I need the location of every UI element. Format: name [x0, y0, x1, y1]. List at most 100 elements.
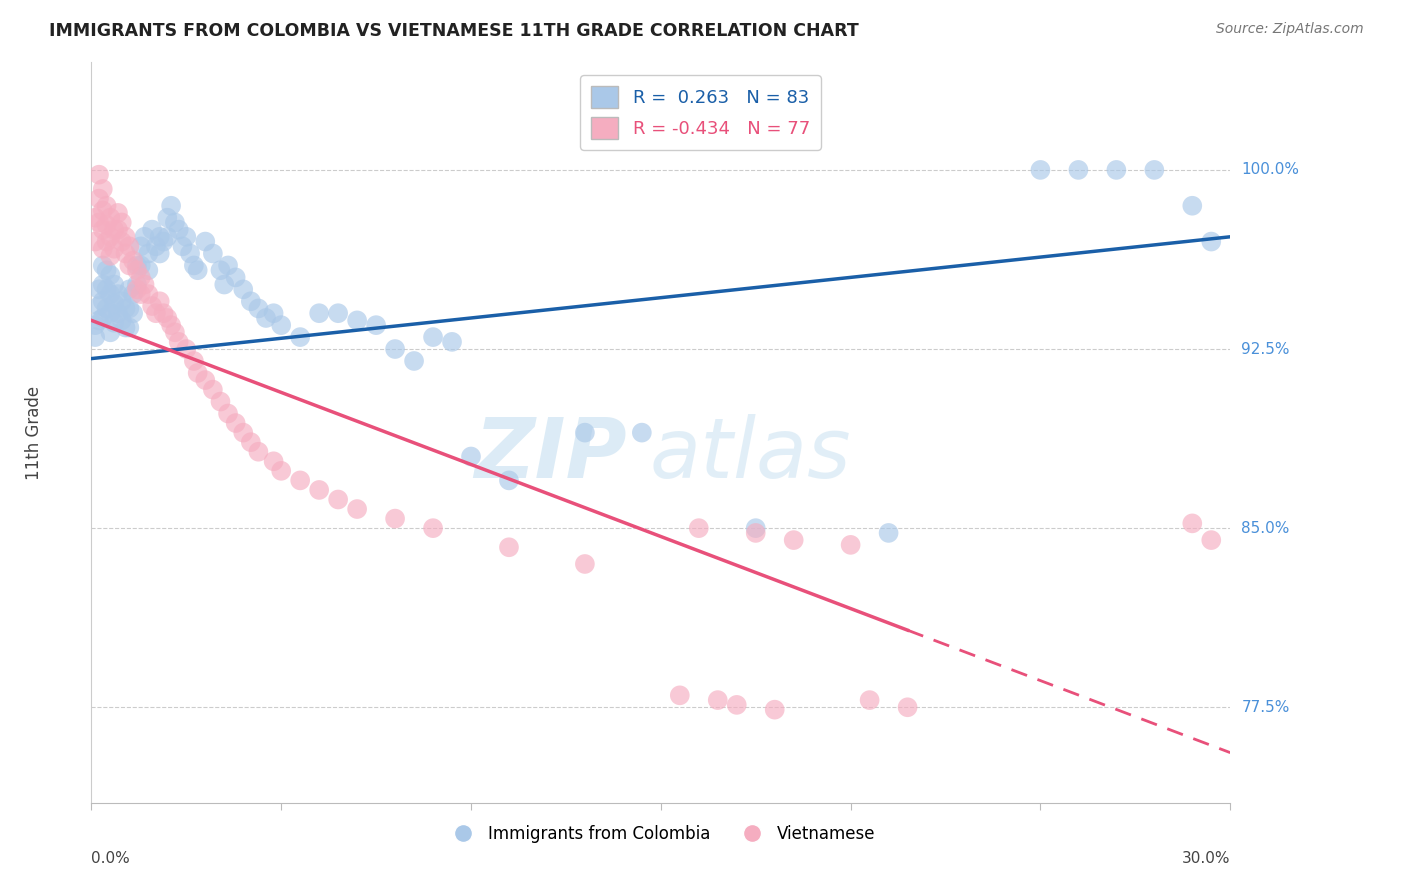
Point	[149, 229, 172, 244]
Point	[96, 282, 118, 296]
Point	[98, 249, 121, 263]
Point	[122, 287, 145, 301]
Point	[877, 525, 900, 540]
Text: Source: ZipAtlas.com: Source: ZipAtlas.com	[1216, 22, 1364, 37]
Point	[782, 533, 804, 547]
Point	[91, 242, 114, 256]
Point	[122, 253, 145, 268]
Point	[187, 263, 209, 277]
Text: 0.0%: 0.0%	[91, 851, 131, 865]
Point	[111, 215, 134, 229]
Point	[179, 246, 201, 260]
Point	[96, 218, 118, 232]
Point	[114, 229, 136, 244]
Point	[122, 306, 145, 320]
Point	[91, 259, 114, 273]
Point	[725, 698, 748, 712]
Point	[247, 444, 270, 458]
Point	[118, 239, 141, 253]
Point	[134, 229, 156, 244]
Point	[239, 294, 262, 309]
Text: 92.5%: 92.5%	[1241, 342, 1289, 357]
Point	[422, 330, 444, 344]
Text: ZIP: ZIP	[474, 414, 627, 495]
Point	[118, 301, 141, 316]
Point	[1143, 162, 1166, 177]
Point	[214, 277, 236, 292]
Point	[103, 296, 125, 310]
Point	[125, 277, 148, 292]
Point	[145, 306, 167, 320]
Point	[460, 450, 482, 464]
Point	[98, 211, 121, 225]
Text: 11th Grade: 11th Grade	[25, 385, 44, 480]
Point	[308, 483, 330, 497]
Point	[201, 246, 224, 260]
Point	[217, 259, 239, 273]
Point	[96, 263, 118, 277]
Point	[103, 316, 125, 330]
Point	[1105, 162, 1128, 177]
Point	[745, 525, 768, 540]
Point	[498, 474, 520, 488]
Point	[270, 464, 292, 478]
Point	[669, 689, 692, 703]
Point	[384, 342, 406, 356]
Point	[441, 334, 464, 349]
Point	[91, 277, 114, 292]
Point	[194, 235, 217, 249]
Point	[163, 326, 186, 340]
Point	[174, 342, 197, 356]
Point	[326, 492, 349, 507]
Point	[111, 313, 134, 327]
Point	[688, 521, 710, 535]
Point	[209, 394, 232, 409]
Point	[1181, 516, 1204, 531]
Point	[96, 235, 118, 249]
Text: 30.0%: 30.0%	[1182, 851, 1230, 865]
Point	[574, 557, 596, 571]
Point	[156, 310, 179, 325]
Point	[156, 211, 179, 225]
Point	[91, 222, 114, 236]
Point	[346, 502, 368, 516]
Point	[107, 287, 129, 301]
Point	[152, 306, 174, 320]
Point	[239, 435, 262, 450]
Point	[96, 199, 118, 213]
Point	[187, 366, 209, 380]
Text: 85.0%: 85.0%	[1241, 521, 1289, 536]
Point	[87, 192, 110, 206]
Point	[1201, 533, 1223, 547]
Text: 100.0%: 100.0%	[1241, 162, 1299, 178]
Point	[84, 318, 107, 333]
Point	[152, 235, 174, 249]
Point	[98, 326, 121, 340]
Point	[290, 474, 312, 488]
Point	[326, 306, 349, 320]
Point	[84, 211, 107, 225]
Point	[254, 310, 277, 325]
Point	[87, 299, 110, 313]
Point	[107, 206, 129, 220]
Point	[270, 318, 292, 333]
Point	[129, 270, 152, 285]
Point	[138, 246, 160, 260]
Point	[129, 239, 152, 253]
Point	[149, 294, 172, 309]
Point	[111, 294, 134, 309]
Point	[201, 383, 224, 397]
Point	[290, 330, 312, 344]
Point	[103, 242, 125, 256]
Point	[404, 354, 426, 368]
Point	[839, 538, 862, 552]
Point	[98, 268, 121, 282]
Point	[118, 320, 141, 334]
Point	[160, 199, 183, 213]
Point	[167, 222, 190, 236]
Point	[149, 246, 172, 260]
Point	[422, 521, 444, 535]
Point	[134, 277, 156, 292]
Point	[141, 299, 163, 313]
Point	[111, 235, 134, 249]
